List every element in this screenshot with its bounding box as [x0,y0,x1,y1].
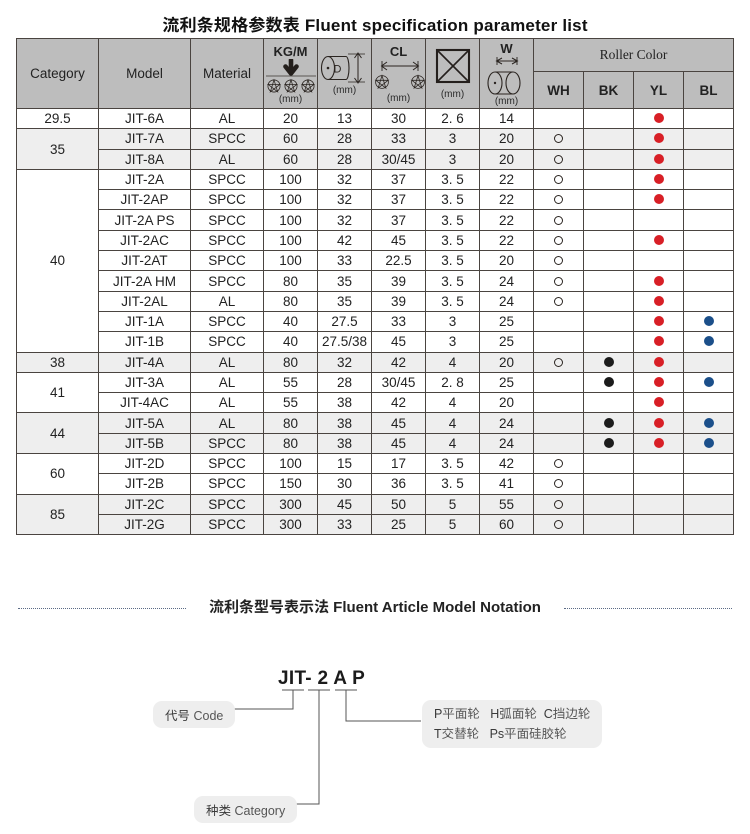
svg-text:D: D [333,63,341,75]
